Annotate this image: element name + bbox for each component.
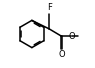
Text: O: O bbox=[58, 50, 65, 59]
Text: F: F bbox=[47, 3, 52, 12]
Text: O: O bbox=[68, 32, 75, 41]
